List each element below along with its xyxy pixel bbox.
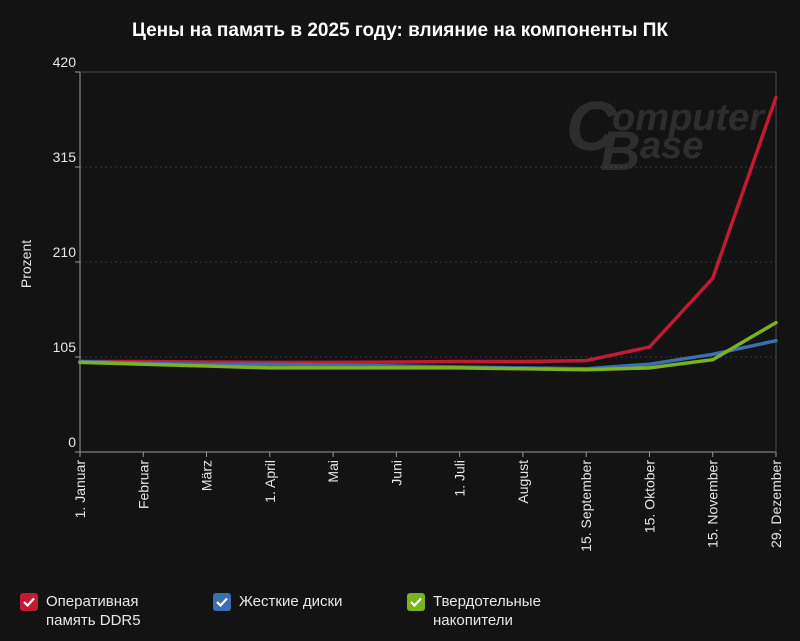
axes <box>75 71 777 457</box>
watermark-line2: ase <box>640 125 703 167</box>
x-tick-label: August <box>515 460 531 504</box>
y-axis-label: Prozent <box>18 240 34 288</box>
x-tick-label: 29. Dezember <box>768 460 784 548</box>
x-tick-label: 15. September <box>578 460 594 552</box>
legend-item-ram[interactable]: Оперативная память DDR5 <box>20 592 196 632</box>
checkbox-checked-icon[interactable] <box>213 593 231 611</box>
tick-labels: 0 105 210 315 420 1. Januar Februar März 1. Apri… <box>53 54 784 552</box>
chart-title: Цены на память в 2025 году: влияние на к… <box>131 20 669 41</box>
watermark-letter-c: C <box>566 87 618 165</box>
series-line-0 <box>78 95 778 365</box>
legend-label-line1: Жесткие диски <box>239 593 343 610</box>
x-tick-label: Februar <box>135 460 151 509</box>
legend-label-ram: Оперативная память DDR5 <box>46 592 196 630</box>
watermark-letter-b: B <box>600 119 640 182</box>
y-tick-label: 420 <box>53 54 77 70</box>
legend-item-hdd[interactable]: Жесткие диски <box>213 592 389 632</box>
series-lines <box>78 95 778 372</box>
legend-item-ssd[interactable]: Твердотельные накопители <box>407 592 583 632</box>
legend-label-line1: Твердотельные <box>433 593 541 610</box>
watermark-line1: omputer <box>612 97 766 139</box>
x-tick-label: März <box>199 460 215 491</box>
y-tick-label: 0 <box>68 434 76 450</box>
legend-label-line2: накопители <box>433 612 513 629</box>
y-tick-label: 105 <box>53 339 77 355</box>
x-tick-label: 1. April <box>262 460 278 503</box>
checkbox-checked-icon[interactable] <box>407 593 425 611</box>
computerbase-watermark: C omputer B ase <box>566 87 766 182</box>
y-tick-label: 315 <box>53 149 77 165</box>
series-line-2 <box>78 320 778 372</box>
y-tick-label: 210 <box>53 244 77 260</box>
x-tick-label: Juni <box>388 460 404 486</box>
x-tick-label: 1. Januar <box>72 460 88 519</box>
legend-label-line1: Оперативная <box>46 593 139 610</box>
x-tick-label: 15. November <box>705 460 721 548</box>
x-tick-label: 15. Oktober <box>641 460 657 533</box>
legend-label-hdd: Жесткие диски <box>239 592 389 611</box>
legend-label-ssd: Твердотельные накопители <box>433 592 583 630</box>
legend-label-line2: память DDR5 <box>46 612 141 629</box>
x-tick-label: 1. Juli <box>452 460 468 497</box>
x-tick-label: Mai <box>325 460 341 483</box>
checkbox-checked-icon[interactable] <box>20 593 38 611</box>
